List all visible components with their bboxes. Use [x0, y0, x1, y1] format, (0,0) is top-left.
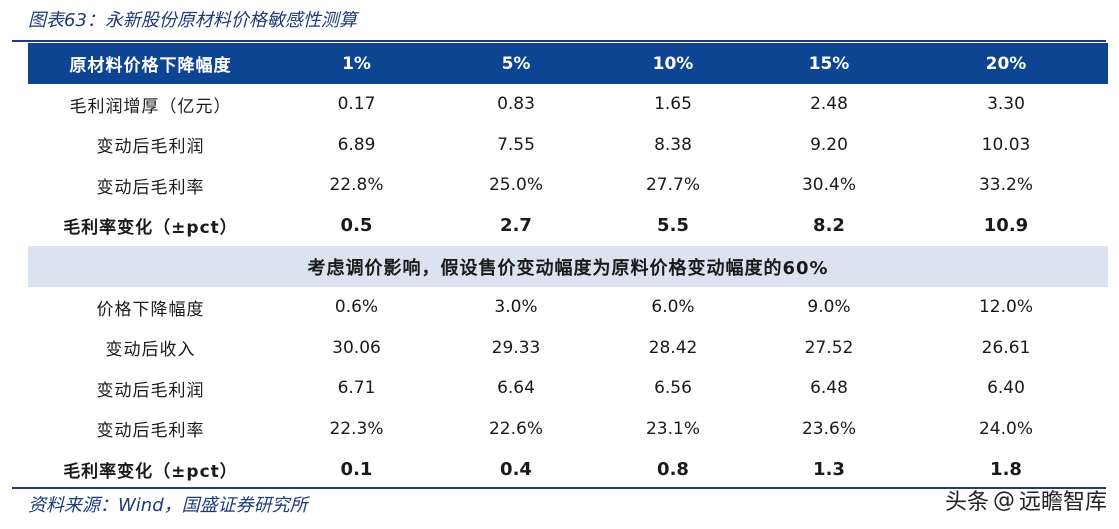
table-cell: 3.30 [987, 94, 1025, 115]
table-cell: 0.1 [340, 458, 373, 480]
section-1-body: 毛利润增厚（亿元） 0.17 0.83 1.65 2.48 3.30 变动后毛利润 6.89 7… [28, 84, 1108, 246]
at-icon: @ [992, 487, 1015, 513]
row-label: 毛利率变化（±pct） [63, 461, 238, 482]
assumption-band: 考虑调价影响，假设售价变动幅度为原料价格变动幅度的60% [28, 246, 1108, 287]
table-cell: 1.8 [990, 458, 1022, 480]
row-label: 变动后毛利率 [96, 421, 205, 442]
top-rule [12, 40, 1106, 42]
table-cell: 6.56 [654, 378, 692, 399]
table-cell: 3.0% [494, 297, 538, 318]
table-cell: 22.3% [329, 418, 384, 439]
bottom-rule [12, 487, 1106, 489]
table-cell: 2.48 [810, 94, 848, 115]
header-col: 1% [273, 43, 440, 84]
row-label: 变动后毛利率 [96, 177, 205, 198]
section-2-body: 价格下降幅度 0.6% 3.0% 6.0% 9.0% 12.0% 变动后收入 30.06 29.… [28, 287, 1108, 490]
table-row: 变动后收入 30.06 29.33 28.42 27.52 26.61 [28, 328, 1108, 369]
row-label: 毛利润增厚（亿元） [69, 96, 232, 117]
table-row: 毛利润增厚（亿元） 0.17 0.83 1.65 2.48 3.30 [28, 84, 1108, 125]
header-col: 20% [904, 43, 1108, 84]
table-cell: 6.48 [810, 378, 848, 399]
table-cell: 28.42 [648, 337, 698, 358]
header-label: 原材料价格下降幅度 [28, 43, 273, 84]
table-row: 毛利率变化（±pct） 0.1 0.4 0.8 1.3 1.8 [28, 449, 1108, 490]
assumption-band-row: 考虑调价影响，假设售价变动幅度为原料价格变动幅度的60% [28, 246, 1108, 287]
table-cell: 1.65 [654, 94, 692, 115]
table-row: 变动后毛利润 6.71 6.64 6.56 6.48 6.40 [28, 368, 1108, 409]
table-cell: 10.9 [983, 215, 1029, 237]
row-label: 变动后收入 [105, 340, 196, 361]
row-label: 价格下降幅度 [96, 299, 205, 320]
table-cell: 27.52 [804, 337, 854, 358]
table-cell: 2.7 [500, 215, 532, 237]
table-cell: 12.0% [978, 297, 1033, 318]
table-cell: 30.4% [801, 175, 856, 196]
table-cell: 6.40 [987, 378, 1025, 399]
table-cell: 7.55 [497, 134, 535, 155]
table-cell: 0.5 [340, 215, 373, 237]
figure-caption: 图表63：永新股份原材料价格敏感性测算 [28, 10, 357, 31]
table-cell: 0.4 [500, 458, 532, 480]
table-cell: 23.1% [645, 418, 700, 439]
header-col: 5% [440, 43, 592, 84]
header-col: 15% [754, 43, 904, 84]
watermark-prefix: 头条 [944, 490, 989, 515]
table-header-row: 原材料价格下降幅度 1% 5% 10% 15% 20% [28, 43, 1108, 84]
table-cell: 10.03 [981, 134, 1031, 155]
table-cell: 1.3 [813, 458, 845, 480]
table-cell: 0.8 [657, 458, 689, 480]
table-cell: 27.7% [645, 175, 700, 196]
table-row: 价格下降幅度 0.6% 3.0% 6.0% 9.0% 12.0% [28, 287, 1108, 328]
header-col: 10% [592, 43, 754, 84]
table-cell: 22.8% [329, 175, 384, 196]
table-cell: 6.71 [337, 378, 376, 399]
table-cell: 9.20 [810, 134, 848, 155]
table-cell: 8.38 [654, 134, 692, 155]
table-cell: 33.2% [978, 175, 1033, 196]
table-cell: 24.0% [978, 418, 1033, 439]
watermark: 头条 @ 远瞻智库 [945, 484, 1107, 516]
row-label: 变动后毛利润 [96, 137, 205, 158]
row-label: 毛利率变化（±pct） [63, 218, 238, 239]
source-note: 资料来源：Wind，国盛证券研究所 [28, 495, 308, 516]
table-row: 毛利率变化（±pct） 0.5 2.7 5.5 8.2 10.9 [28, 206, 1108, 247]
table-cell: 30.06 [332, 337, 381, 358]
table-cell: 0.83 [497, 94, 535, 115]
table-cell: 0.6% [334, 297, 379, 318]
sensitivity-table: 原材料价格下降幅度 1% 5% 10% 15% 20% 毛利润增厚（亿元） 0.1… [28, 43, 1108, 490]
table-cell: 6.64 [497, 378, 535, 399]
table-cell: 5.5 [657, 215, 689, 237]
table-cell: 6.0% [651, 297, 695, 318]
table-cell: 6.89 [337, 134, 376, 155]
table-row: 变动后毛利率 22.8% 25.0% 27.7% 30.4% 33.2% [28, 165, 1108, 206]
table-cell: 25.0% [488, 175, 543, 196]
table-cell: 22.6% [488, 418, 543, 439]
table-cell: 23.6% [801, 418, 856, 439]
table-cell: 26.61 [981, 337, 1031, 358]
table-row: 变动后毛利率 22.3% 22.6% 23.1% 23.6% 24.0% [28, 409, 1108, 450]
table-cell: 0.17 [337, 94, 376, 115]
watermark-name: 远瞻智库 [1018, 490, 1107, 515]
table-cell: 8.2 [813, 215, 845, 237]
row-label: 变动后毛利润 [96, 380, 205, 401]
band-section: 考虑调价影响，假设售价变动幅度为原料价格变动幅度的60% [28, 246, 1108, 287]
table-cell: 9.0% [807, 297, 851, 318]
table-cell: 29.33 [491, 337, 541, 358]
table-row: 变动后毛利润 6.89 7.55 8.38 9.20 10.03 [28, 125, 1108, 166]
